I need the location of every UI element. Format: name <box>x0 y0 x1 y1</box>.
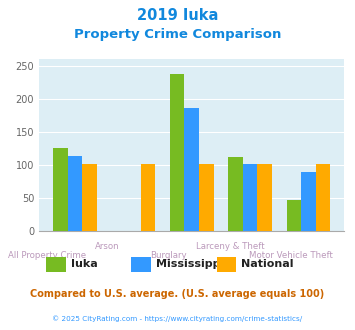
Bar <box>228 157 243 231</box>
Bar <box>141 164 155 231</box>
Text: Compared to U.S. average. (U.S. average equals 100): Compared to U.S. average. (U.S. average … <box>31 289 324 299</box>
Text: Property Crime Comparison: Property Crime Comparison <box>74 28 281 41</box>
Bar <box>286 200 301 231</box>
Text: Mississippi: Mississippi <box>156 259 224 269</box>
Bar <box>82 164 97 231</box>
Bar <box>316 164 331 231</box>
Bar <box>170 74 184 231</box>
Text: Motor Vehicle Theft: Motor Vehicle Theft <box>249 251 333 260</box>
Text: 2019 Iuka: 2019 Iuka <box>137 8 218 23</box>
Bar <box>53 148 67 231</box>
Bar <box>301 172 316 231</box>
Text: Arson: Arson <box>95 242 120 250</box>
Bar <box>67 156 82 231</box>
Bar <box>184 108 199 231</box>
Text: Larceny & Theft: Larceny & Theft <box>196 242 264 250</box>
Bar <box>199 164 214 231</box>
Text: National: National <box>241 259 294 269</box>
Bar <box>257 164 272 231</box>
Text: © 2025 CityRating.com - https://www.cityrating.com/crime-statistics/: © 2025 CityRating.com - https://www.city… <box>53 315 302 322</box>
Bar <box>243 164 257 231</box>
Text: Iuka: Iuka <box>71 259 98 269</box>
Text: Burglary: Burglary <box>151 251 187 260</box>
Text: All Property Crime: All Property Crime <box>7 251 86 260</box>
